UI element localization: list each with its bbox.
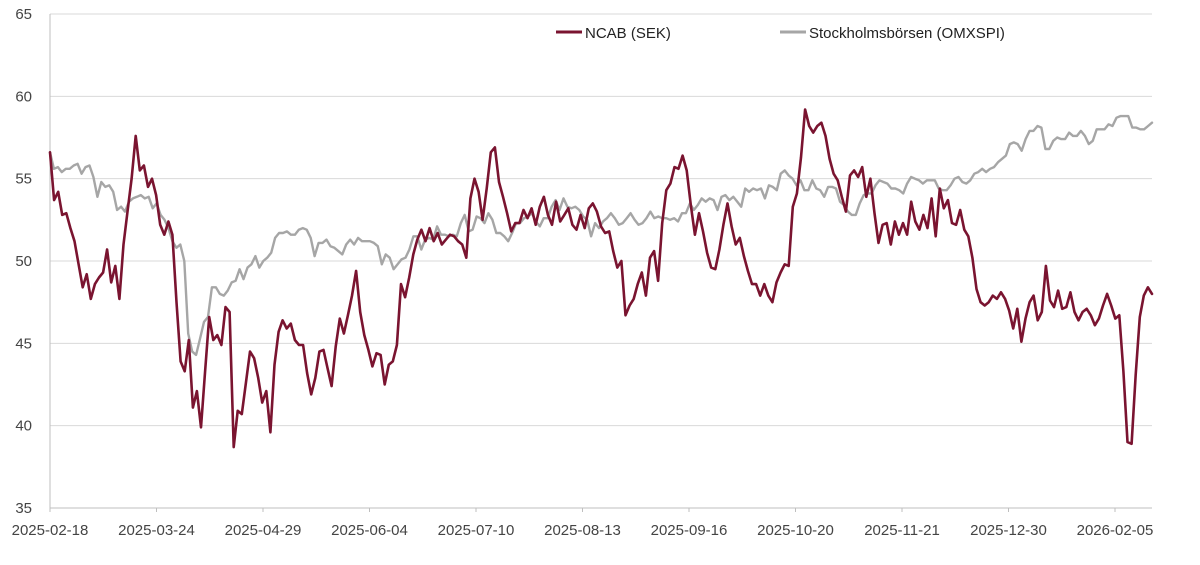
x-tick-label: 2025-07-10 [438,522,515,539]
x-tick-label: 2025-12-30 [970,522,1047,539]
x-tick-label: 2025-10-20 [757,522,834,539]
x-tick-label: 2025-06-04 [331,522,408,539]
series-lines [48,108,1154,449]
axes [49,14,1152,512]
y-tick-label: 35 [15,500,32,517]
y-tick-label: 40 [15,418,32,435]
legend-label-omx: Stockholmsbörsen (OMXSPI) [809,25,1005,42]
x-tick-labels: 2025-02-18 2025-03-24 2025-04-29 2025-06-04… [12,522,1154,539]
x-tick-label: 2025-11-21 [864,522,940,539]
x-tick-label: 2025-09-16 [651,522,728,539]
series-line-ncab [48,108,1154,449]
x-tick-label: 2025-08-13 [544,522,621,539]
y-tick-labels: 35 40 45 50 55 60 65 [15,6,32,517]
x-tick-label: 2025-04-29 [225,522,302,539]
series-line-omx [48,114,1154,357]
x-tick-label: 2025-03-24 [118,522,195,539]
gridlines [50,13,1152,427]
x-tick-label: 2025-02-18 [12,522,89,539]
y-tick-label: 60 [15,88,32,105]
y-tick-label: 55 [15,171,32,188]
y-tick-label: 50 [15,253,32,270]
y-tick-label: 45 [15,335,32,352]
legend-label-ncab: NCAB (SEK) [585,25,671,42]
legend: NCAB (SEK) Stockholmsbörsen (OMXSPI) [556,25,1005,42]
y-tick-label: 65 [15,6,32,23]
x-tick-label: 2026-02-05 [1077,522,1154,539]
